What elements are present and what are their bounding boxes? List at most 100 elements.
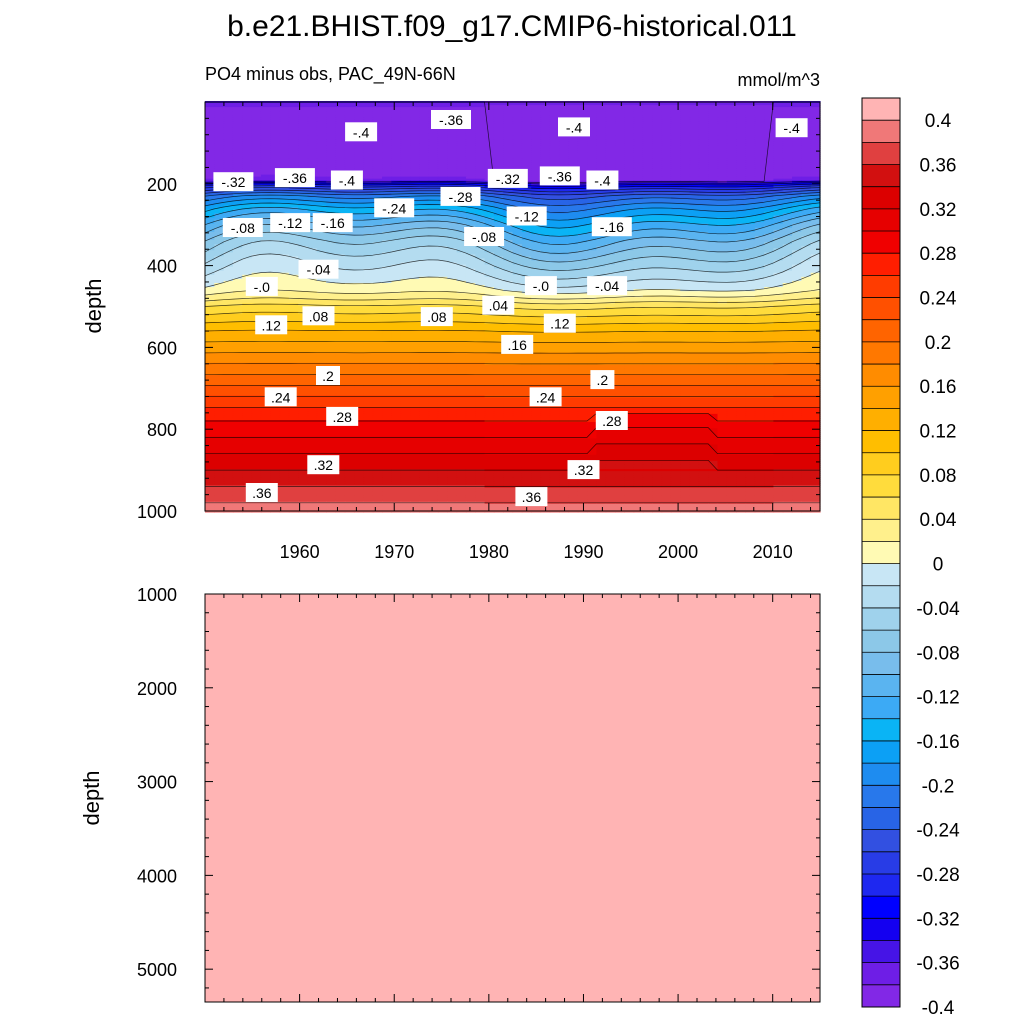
contour-cell xyxy=(298,162,309,165)
contour-cell xyxy=(437,209,448,213)
contour-cell xyxy=(577,174,588,178)
contour-cell xyxy=(642,121,653,125)
contour-cell xyxy=(810,103,821,106)
contour-cell xyxy=(512,117,523,120)
contour-cell xyxy=(251,121,262,125)
contour-cell xyxy=(568,105,579,108)
contour-cell xyxy=(484,197,495,200)
contour-cell xyxy=(661,119,672,123)
contour-cell xyxy=(736,121,747,125)
contour-cell xyxy=(754,168,765,172)
contour-cell xyxy=(717,109,728,112)
contour-cell xyxy=(493,137,504,141)
contour-cell xyxy=(232,125,243,129)
contour-cell xyxy=(540,107,551,110)
contour-cell xyxy=(587,162,597,165)
contour-cell xyxy=(549,141,560,145)
contour-cell xyxy=(736,115,747,118)
contour-cell xyxy=(316,131,327,135)
contour-cell xyxy=(512,145,523,149)
contour-cell xyxy=(736,109,747,112)
contour-cell xyxy=(270,150,281,153)
contour-cell xyxy=(437,145,448,149)
contour-cell xyxy=(232,168,243,172)
contour-cell xyxy=(605,148,616,151)
contour-cell xyxy=(205,129,215,133)
contour-cell xyxy=(400,193,411,196)
contour-cell xyxy=(559,203,570,206)
contour-cell xyxy=(400,119,411,123)
contour-cell xyxy=(298,164,309,168)
contour-cell xyxy=(801,145,812,149)
contour-cell xyxy=(708,150,719,153)
contour-cell xyxy=(615,166,625,170)
contour-cell xyxy=(512,113,523,116)
contour-cell xyxy=(316,107,327,110)
contour-cell xyxy=(615,109,625,112)
contour-cell xyxy=(587,195,597,198)
contour-cell xyxy=(577,166,588,170)
contour-cell xyxy=(260,119,271,123)
contour-cell xyxy=(624,115,635,118)
contour-cell xyxy=(475,143,486,147)
contour-cell xyxy=(652,127,663,131)
contour-cell xyxy=(568,190,579,194)
contour-cell xyxy=(214,133,225,137)
contour-cell xyxy=(689,178,700,182)
contour-cell xyxy=(605,125,616,129)
contour-cell xyxy=(205,139,215,143)
contour-cell xyxy=(251,135,262,139)
contour-cell xyxy=(642,103,653,106)
contour-cell xyxy=(354,143,365,147)
contour-cell xyxy=(410,193,420,196)
contour-cell xyxy=(717,186,728,190)
contour-cell xyxy=(689,186,700,190)
contour-cell xyxy=(698,166,709,170)
contour-cell xyxy=(540,133,551,137)
contour-cell xyxy=(764,117,775,120)
contour-cell xyxy=(661,209,672,213)
contour-cell xyxy=(754,119,765,123)
contour-cell xyxy=(670,139,681,143)
contour-cell xyxy=(419,107,430,110)
contour-cell xyxy=(316,143,327,147)
contour-cell xyxy=(764,109,775,112)
contour-cell xyxy=(391,131,402,135)
contour-cell xyxy=(717,178,728,182)
contour-cell xyxy=(615,148,625,151)
contour-cell xyxy=(344,156,355,159)
contour-cell xyxy=(223,133,234,137)
contour-cell xyxy=(736,184,747,188)
contour-cell xyxy=(633,123,644,127)
contour-cell xyxy=(652,131,663,135)
contour-cell xyxy=(214,105,225,108)
contour-cell xyxy=(540,150,551,153)
contour-cell xyxy=(260,158,271,161)
contour-cell xyxy=(540,148,551,151)
contour-cell xyxy=(205,103,215,106)
contour-cell xyxy=(372,154,383,157)
contour-cell xyxy=(717,193,728,196)
contour-cell xyxy=(726,193,737,196)
contour-cell xyxy=(549,129,560,133)
contour-cell xyxy=(372,125,383,129)
contour-cell xyxy=(456,139,467,143)
contour-cell xyxy=(344,105,355,108)
contour-cell xyxy=(801,197,812,200)
contour-cell xyxy=(493,154,504,157)
contour-cell xyxy=(773,170,784,174)
contour-cell xyxy=(624,133,635,137)
contour-cell xyxy=(260,145,271,149)
contour-cell xyxy=(577,141,588,145)
contour-cell xyxy=(615,131,625,135)
contour-cell xyxy=(447,168,458,172)
contour-cell xyxy=(326,207,337,210)
contour-cell xyxy=(326,160,337,163)
contour-cell xyxy=(475,135,486,139)
contour-cell xyxy=(447,180,458,184)
contour-cell xyxy=(577,199,588,202)
contour-cell xyxy=(344,109,355,112)
contour-cell xyxy=(642,135,653,139)
contour-cell xyxy=(465,105,476,108)
contour-cell xyxy=(437,143,448,147)
